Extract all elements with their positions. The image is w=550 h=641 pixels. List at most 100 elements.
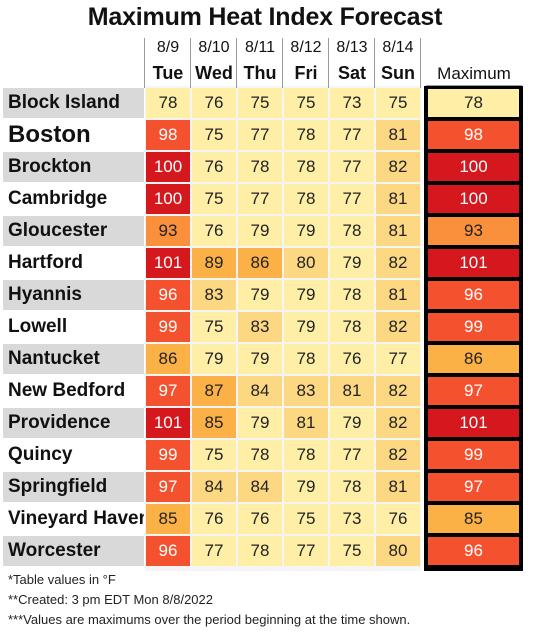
city-label: Brockton bbox=[3, 152, 144, 182]
column-date: 8/13 bbox=[336, 39, 368, 56]
heat-index-cell: 77 bbox=[192, 536, 236, 566]
city-label: Block Island bbox=[3, 88, 144, 118]
heat-index-cell: 82 bbox=[376, 376, 420, 406]
heat-index-cell: 75 bbox=[238, 88, 282, 118]
header-divider bbox=[190, 38, 191, 88]
heat-index-cell: 84 bbox=[238, 472, 282, 502]
heat-index-cell: 79 bbox=[284, 216, 328, 246]
header-divider bbox=[282, 38, 283, 88]
heat-index-cell: 76 bbox=[192, 88, 236, 118]
column-date: 8/11 bbox=[245, 39, 275, 56]
maximum-cell: 99 bbox=[428, 441, 519, 469]
header-divider bbox=[420, 38, 421, 88]
heat-index-cell: 78 bbox=[238, 440, 282, 470]
column-day: Fri bbox=[294, 63, 318, 83]
maximum-cell: 99 bbox=[428, 313, 519, 341]
heat-index-cell: 81 bbox=[376, 184, 420, 214]
heat-index-cell: 81 bbox=[284, 408, 328, 438]
maximum-cell: 96 bbox=[428, 281, 519, 309]
city-label: Hartford bbox=[8, 252, 83, 273]
heat-index-cell: 101 bbox=[146, 248, 190, 278]
heat-index-cell: 77 bbox=[330, 440, 374, 470]
column-day: Wed bbox=[195, 63, 233, 83]
heat-index-cell: 76 bbox=[192, 504, 236, 534]
city-label: Worcester bbox=[3, 536, 144, 566]
heat-index-cell: 93 bbox=[146, 216, 190, 246]
city-label: Quincy bbox=[8, 444, 73, 465]
heat-index-cell: 97 bbox=[146, 472, 190, 502]
heat-index-cell: 82 bbox=[376, 312, 420, 342]
heat-index-cell: 80 bbox=[284, 248, 328, 278]
heat-index-cell: 76 bbox=[192, 216, 236, 246]
heat-index-cell: 99 bbox=[146, 312, 190, 342]
heat-index-cell: 78 bbox=[330, 280, 374, 310]
heat-index-cell: 81 bbox=[376, 472, 420, 502]
heat-index-cell: 83 bbox=[238, 312, 282, 342]
heat-index-cell: 83 bbox=[192, 280, 236, 310]
heat-index-cell: 78 bbox=[284, 344, 328, 374]
heat-index-cell: 73 bbox=[330, 504, 374, 534]
header-divider bbox=[144, 38, 145, 88]
heat-index-cell: 86 bbox=[238, 248, 282, 278]
city-label: Boston bbox=[8, 121, 91, 148]
heat-index-cell: 79 bbox=[284, 280, 328, 310]
heat-index-cell: 101 bbox=[146, 408, 190, 438]
heat-index-cell: 75 bbox=[284, 504, 328, 534]
heat-index-cell: 77 bbox=[238, 120, 282, 150]
heat-index-cell: 78 bbox=[238, 536, 282, 566]
heat-index-cell: 84 bbox=[192, 472, 236, 502]
chart-title: Maximum Heat Index Forecast bbox=[87, 3, 443, 31]
heat-index-cell: 77 bbox=[330, 152, 374, 182]
heat-index-cell: 81 bbox=[376, 280, 420, 310]
heat-index-cell: 76 bbox=[238, 504, 282, 534]
heat-index-cell: 79 bbox=[238, 216, 282, 246]
heat-index-cell: 78 bbox=[284, 440, 328, 470]
heat-index-cell: 80 bbox=[376, 536, 420, 566]
heat-index-cell: 100 bbox=[146, 152, 190, 182]
heat-index-cell: 75 bbox=[192, 120, 236, 150]
heat-index-cell: 75 bbox=[192, 440, 236, 470]
heat-index-cell: 87 bbox=[192, 376, 236, 406]
heat-index-cell: 98 bbox=[146, 120, 190, 150]
maximum-cell: 101 bbox=[428, 249, 519, 277]
heat-index-cell: 77 bbox=[376, 344, 420, 374]
heat-index-cell: 78 bbox=[330, 312, 374, 342]
heat-index-cell: 76 bbox=[376, 504, 420, 534]
heat-index-cell: 99 bbox=[146, 440, 190, 470]
heat-index-cell: 76 bbox=[330, 344, 374, 374]
heat-index-cell: 84 bbox=[238, 376, 282, 406]
heat-index-cell: 78 bbox=[330, 472, 374, 502]
heat-index-cell: 81 bbox=[376, 216, 420, 246]
maximum-cell: 97 bbox=[428, 377, 519, 405]
heat-index-cell: 89 bbox=[192, 248, 236, 278]
heat-index-cell: 85 bbox=[192, 408, 236, 438]
heat-index-cell: 79 bbox=[238, 408, 282, 438]
heat-index-cell: 86 bbox=[146, 344, 190, 374]
city-label: New Bedford bbox=[8, 380, 126, 401]
maximum-cell: 86 bbox=[428, 345, 519, 373]
maximum-cell: 93 bbox=[428, 217, 519, 245]
heat-index-cell: 96 bbox=[146, 536, 190, 566]
heat-index-cell: 85 bbox=[146, 504, 190, 534]
maximum-column-header: Maximum bbox=[437, 64, 511, 83]
heat-index-cell: 79 bbox=[330, 408, 374, 438]
heat-index-cell: 82 bbox=[376, 248, 420, 278]
footnote-created: **Created: 3 pm EDT Mon 8/8/2022 bbox=[8, 592, 213, 607]
maximum-cell: 100 bbox=[428, 185, 519, 213]
heat-index-cell: 75 bbox=[330, 536, 374, 566]
maximum-header-underline bbox=[426, 85, 522, 86]
maximum-cell: 96 bbox=[428, 537, 519, 565]
heat-index-cell: 75 bbox=[192, 184, 236, 214]
heat-index-cell: 75 bbox=[192, 312, 236, 342]
heat-index-cell: 79 bbox=[238, 280, 282, 310]
heat-index-cell: 78 bbox=[238, 152, 282, 182]
heat-index-cell: 82 bbox=[376, 440, 420, 470]
column-day: Sat bbox=[337, 63, 366, 83]
column-day: Sun bbox=[381, 63, 415, 83]
city-label: Springfield bbox=[3, 472, 144, 502]
heat-index-cell: 75 bbox=[284, 88, 328, 118]
heat-index-cell: 97 bbox=[146, 376, 190, 406]
heat-index-cell: 100 bbox=[146, 184, 190, 214]
footnote-units: *Table values in °F bbox=[8, 572, 116, 587]
heat-index-cell: 78 bbox=[284, 120, 328, 150]
